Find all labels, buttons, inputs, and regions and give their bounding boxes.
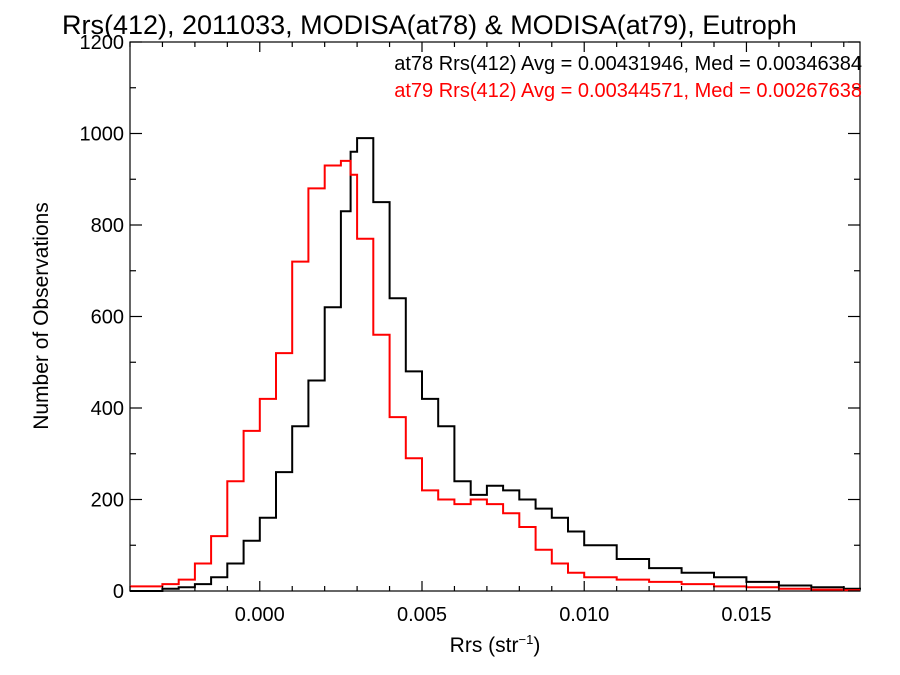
x-tick-label: 0.015 (721, 604, 771, 626)
y-tick-label: 1000 (80, 124, 125, 146)
legend-entry-at78: at78 Rrs(412) Avg = 0.00431946, Med = 0.… (394, 53, 862, 75)
y-tick-label: 800 (91, 215, 124, 237)
legend-entry-at79: at79 Rrs(412) Avg = 0.00344571, Med = 0.… (394, 80, 862, 102)
series-line-at78 (130, 137, 861, 592)
plot-area: 0.000 0.005 0.010 0.015 0 200 400 600 800 1000 120… (80, 32, 861, 626)
y-tick-label: 600 (91, 307, 124, 329)
x-tick-label: 0.000 (235, 604, 285, 626)
y-tick-label: 1200 (80, 32, 125, 54)
plot-frame (129, 41, 861, 592)
x-axis-label-superscript: −1 (519, 632, 534, 647)
legend: at78 Rrs(412) Avg = 0.00431946, Med = 0.… (394, 53, 862, 102)
tick-layer: 0.000 0.005 0.010 0.015 0 200 400 600 800 1000 120… (80, 32, 860, 626)
x-axis-label-end: ) (533, 634, 540, 657)
y-tick-label: 0 (113, 581, 124, 603)
y-tick-label: 400 (91, 398, 124, 420)
x-tick-label: 0.005 (397, 604, 447, 626)
series-layer (130, 137, 861, 592)
chart-title: Rrs(412), 2011033, MODISA(at78) & MODISA… (62, 10, 797, 40)
series-line-at79 (130, 159, 860, 592)
y-tick-label: 200 (91, 490, 124, 512)
x-axis-label: Rrs (str−1) (450, 632, 541, 657)
y-axis-label: Number of Observations (30, 202, 53, 430)
x-axis-label-base: Rrs (str (450, 634, 519, 657)
x-tick-label: 0.010 (559, 604, 609, 626)
